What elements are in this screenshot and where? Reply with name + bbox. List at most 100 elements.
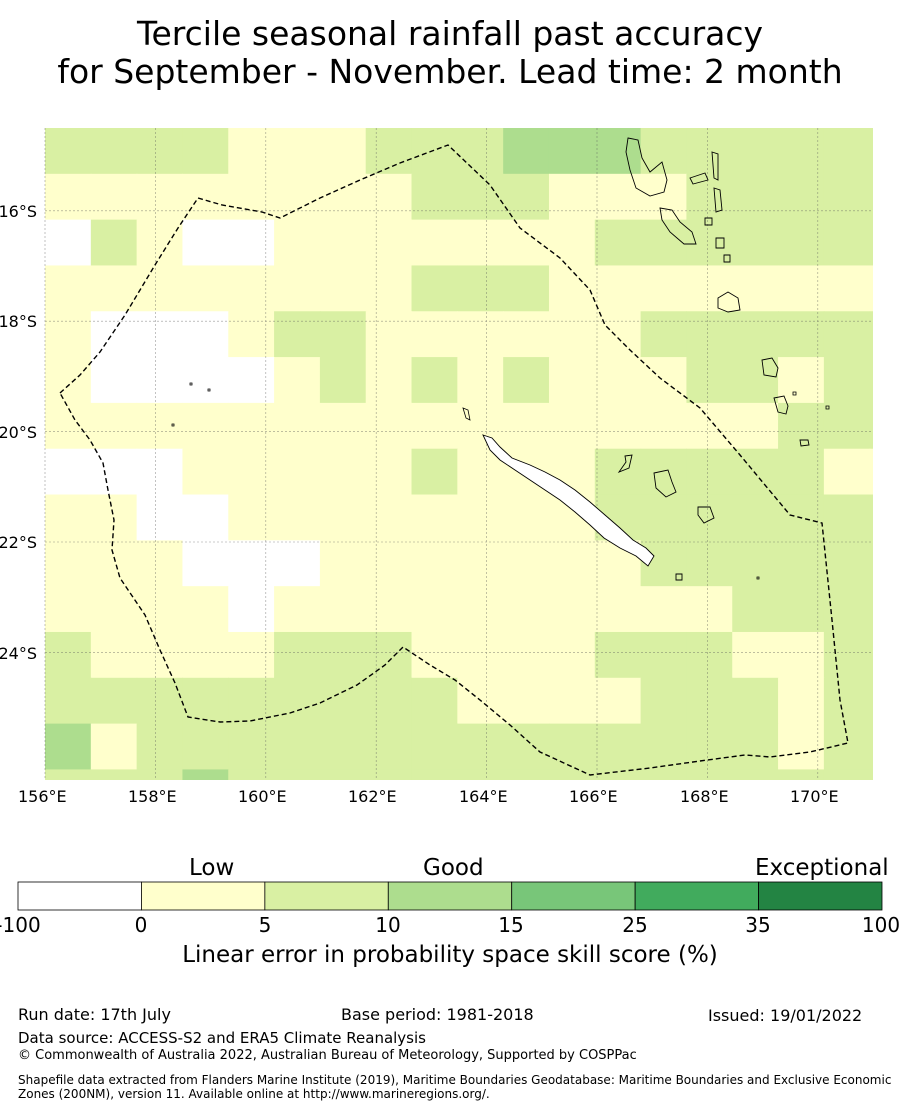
- espiritu-santo-island: [625, 137, 668, 197]
- maewo-island: [711, 151, 719, 181]
- grid-cell: [136, 402, 184, 450]
- grid-cell: [823, 173, 871, 221]
- grid-cell: [182, 265, 229, 312]
- grid-cell: [503, 723, 550, 771]
- grid-cell: [503, 494, 550, 541]
- colorbar-tick: 10: [375, 913, 401, 937]
- grid-cell: [228, 723, 275, 771]
- grid-cell: [228, 769, 275, 780]
- grid-cell: [594, 311, 642, 358]
- lat-label-24s: 24°S: [0, 644, 37, 663]
- grid-cell: [228, 448, 275, 496]
- grid-cell: [136, 540, 184, 587]
- grid-cell: [778, 402, 825, 450]
- lon-label-160e: 160°E: [238, 787, 287, 806]
- grid-cell: [365, 357, 413, 404]
- grid-cell: [778, 723, 825, 771]
- grid-cell: [45, 677, 92, 725]
- grid-cell: [411, 448, 458, 496]
- data-source: Data source: ACCESS-S2 and ERA5 Climate …: [18, 1029, 426, 1047]
- grid-cell: [594, 586, 642, 633]
- grid-cell: [823, 769, 871, 780]
- grid-cell: [686, 631, 733, 679]
- colorbar-title: Linear error in probability space skill …: [182, 942, 718, 968]
- grid-cell: [686, 540, 733, 587]
- erromango-island: [761, 357, 779, 378]
- grid-cell: [778, 677, 825, 725]
- grid-cell: [319, 494, 367, 541]
- grid-cell: [686, 769, 733, 780]
- grid-cell: [136, 769, 184, 780]
- grid-cell: [45, 357, 92, 404]
- grid-cell: [823, 357, 871, 404]
- lat-label-18s: 18°S: [0, 312, 37, 331]
- grid-cell: [640, 769, 688, 780]
- grid-cell: [319, 402, 367, 450]
- grid-cell: [319, 586, 367, 633]
- grid-cell: [594, 128, 642, 175]
- tanna-island: [773, 395, 789, 415]
- colorbar-category-low: Low: [189, 855, 235, 881]
- grid-cell: [411, 769, 458, 780]
- grid-cell: [182, 494, 229, 541]
- grid-cell: [732, 494, 779, 541]
- grid-cell: [503, 219, 550, 267]
- grid-cell: [90, 402, 138, 450]
- grid-cell: [274, 448, 321, 496]
- grid-cell: [640, 677, 688, 725]
- grid-cell: [686, 173, 733, 221]
- grid-cell: [732, 723, 779, 771]
- grid-cell: [274, 265, 321, 312]
- grid-cell: [319, 540, 367, 587]
- epi-island: [715, 237, 725, 249]
- colorbar-tick: -100: [0, 913, 41, 937]
- grid-cell: [594, 769, 642, 780]
- grid-cell: [503, 357, 550, 404]
- grid-cell: [732, 128, 779, 175]
- grid-cell: [778, 769, 825, 780]
- grid-cell: [319, 448, 367, 496]
- grid-cell: [365, 448, 413, 496]
- grid-cell: [548, 173, 596, 221]
- grid-cell: [228, 265, 275, 312]
- copyright: © Commonwealth of Australia 2022, Austra…: [18, 1048, 637, 1063]
- grid-cell: [45, 448, 92, 496]
- grid-cell: [594, 265, 642, 312]
- grid-cell: [136, 265, 184, 312]
- grid-cell: [548, 540, 596, 587]
- grid-cell: [182, 128, 229, 175]
- chesterfield-islet-2: [207, 388, 211, 392]
- grid-cell: [732, 311, 779, 358]
- grid-cell: [640, 448, 688, 496]
- grid-cell: [90, 631, 138, 679]
- grid-cell: [365, 769, 413, 780]
- grid-cell: [365, 586, 413, 633]
- grid-cell: [503, 402, 550, 450]
- grid-cell: [182, 219, 229, 267]
- lon-label-168e: 168°E: [680, 787, 729, 806]
- grid-cell: [274, 402, 321, 450]
- grid-cell: [274, 723, 321, 771]
- grid-cell: [503, 265, 550, 312]
- grid-cell: [869, 540, 873, 587]
- grid-cell: [136, 173, 184, 221]
- base-period: Base period: 1981-2018: [341, 1005, 534, 1024]
- grid-cell: [686, 402, 733, 450]
- grid-cell: [594, 219, 642, 267]
- grid-cell: [228, 402, 275, 450]
- grid-cell: [136, 357, 184, 404]
- grid-cell: [869, 311, 873, 358]
- grid-cell: [274, 494, 321, 541]
- grid-cell: [686, 494, 733, 541]
- grid-cell: [548, 769, 596, 780]
- grid-cell: [823, 540, 871, 587]
- grid-cell: [319, 265, 367, 312]
- grid-cell: [45, 540, 92, 587]
- grid-cell: [869, 402, 873, 450]
- grid-cell: [45, 494, 92, 541]
- grid-cell: [365, 173, 413, 221]
- grid-cell: [319, 769, 367, 780]
- grid-cell: [457, 265, 504, 312]
- grid-cell: [365, 265, 413, 312]
- grid-cell: [411, 173, 458, 221]
